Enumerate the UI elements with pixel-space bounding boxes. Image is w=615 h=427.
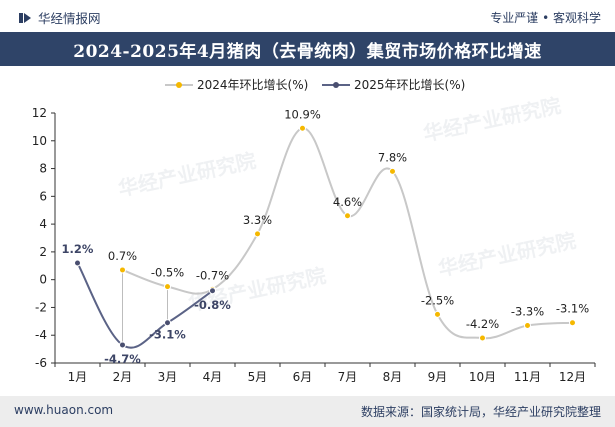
x-tick-label: 10月 bbox=[469, 370, 496, 384]
tagline: 专业严谨 • 客观科学 bbox=[490, 11, 601, 25]
series-2024-data-label: -4.2% bbox=[466, 317, 499, 331]
series-2024-data-label: -0.5% bbox=[151, 266, 184, 280]
footer-source: 数据来源：国家统计局，华经产业研究院整理 bbox=[360, 405, 601, 419]
legend-2025-marker bbox=[333, 82, 339, 88]
series-2025-data-label: 1.2% bbox=[62, 242, 94, 256]
brand-name: 华经情报网 bbox=[38, 11, 101, 26]
series-2024-point bbox=[344, 212, 351, 220]
y-tick-label: 12 bbox=[32, 106, 47, 120]
brand: 华经情报网 bbox=[18, 8, 101, 27]
title-bar: 2024-2025年4月猪肉（去骨统肉）集贸市场价格环比增速 bbox=[0, 32, 615, 66]
y-tick-label: 2 bbox=[39, 245, 47, 259]
series-2024-point bbox=[434, 310, 441, 318]
x-tick-label: 4月 bbox=[203, 370, 223, 384]
series-2024-point bbox=[479, 334, 486, 342]
y-tick-label: 0 bbox=[39, 273, 47, 287]
footer-site: www.huaon.com bbox=[14, 403, 114, 417]
series-2024-point bbox=[299, 124, 306, 132]
x-tick-label: 9月 bbox=[428, 370, 448, 384]
y-tick-label: 10 bbox=[32, 134, 47, 148]
x-tick-label: 8月 bbox=[383, 370, 403, 384]
x-tick-label: 1月 bbox=[68, 370, 88, 384]
x-tick-label: 12月 bbox=[559, 370, 586, 384]
series-2025-point bbox=[164, 319, 171, 327]
chart-title: 2024-2025年4月猪肉（去骨统肉）集贸市场价格环比增速 bbox=[73, 41, 542, 62]
series-2024-data-label: -3.3% bbox=[511, 305, 544, 319]
legend-2025-label: 2025年环比增长(%) bbox=[354, 78, 465, 92]
footer-bar: www.huaon.com 数据来源：国家统计局，华经产业研究院整理 bbox=[0, 396, 615, 427]
series-2025-point bbox=[119, 341, 126, 349]
y-tick-label: -6 bbox=[35, 356, 47, 370]
series-2025-line bbox=[76, 262, 214, 349]
series-2024-data-label: -3.1% bbox=[556, 302, 589, 316]
series-2024-data-label: 0.7% bbox=[108, 249, 137, 263]
series-2024-data-label: 10.9% bbox=[284, 107, 321, 121]
series-2024-data-label: 4.6% bbox=[333, 195, 362, 209]
series-2024-data-label: -2.5% bbox=[421, 293, 454, 307]
legend-2024-label: 2024年环比增长(%) bbox=[197, 78, 308, 92]
series-2025-data-label: -3.1% bbox=[149, 328, 186, 342]
x-tick-label: 11月 bbox=[514, 370, 541, 384]
y-tick-label: 4 bbox=[39, 217, 47, 231]
series-2024-data-label: 3.3% bbox=[243, 213, 272, 227]
series-2024-point bbox=[254, 230, 261, 238]
x-tick-label: 2月 bbox=[113, 370, 133, 384]
series-2024-point bbox=[119, 266, 126, 274]
x-tick-label: 7月 bbox=[338, 370, 358, 384]
y-tick-label: -4 bbox=[35, 328, 47, 342]
x-tick-label: 5月 bbox=[248, 370, 268, 384]
series-2024-point bbox=[569, 319, 576, 327]
series-2025-point bbox=[209, 287, 216, 295]
legend-2024-marker bbox=[176, 82, 182, 88]
y-tick-label: -2 bbox=[35, 300, 47, 314]
line-chart: 华经产业研究院华经产业研究院华经产业研究院华经产业研究院-6-4-2024681… bbox=[32, 78, 596, 384]
x-tick-label: 3月 bbox=[158, 370, 178, 384]
watermark-3: 华经产业研究院 bbox=[436, 228, 578, 281]
brand-logo-icon bbox=[19, 12, 31, 23]
series-2025-data-label: -4.7% bbox=[104, 352, 141, 366]
top-bar: 华经情报网 专业严谨 • 客观科学 bbox=[0, 0, 615, 32]
x-tick-label: 6月 bbox=[293, 370, 313, 384]
series-2025-data-label: -0.8% bbox=[194, 298, 231, 312]
series-2024-data-label: -0.7% bbox=[196, 268, 229, 282]
series-2024-point bbox=[164, 283, 171, 291]
watermark-1: 华经产业研究院 bbox=[421, 93, 563, 146]
series-2025-point bbox=[74, 259, 81, 267]
series-2024-point bbox=[524, 322, 531, 329]
y-tick-label: 6 bbox=[39, 189, 47, 203]
series-2024-point bbox=[389, 167, 396, 175]
series-2024-data-label: 7.8% bbox=[378, 150, 407, 164]
y-tick-label: 8 bbox=[39, 162, 47, 176]
watermark-0: 华经产业研究院 bbox=[116, 148, 258, 201]
